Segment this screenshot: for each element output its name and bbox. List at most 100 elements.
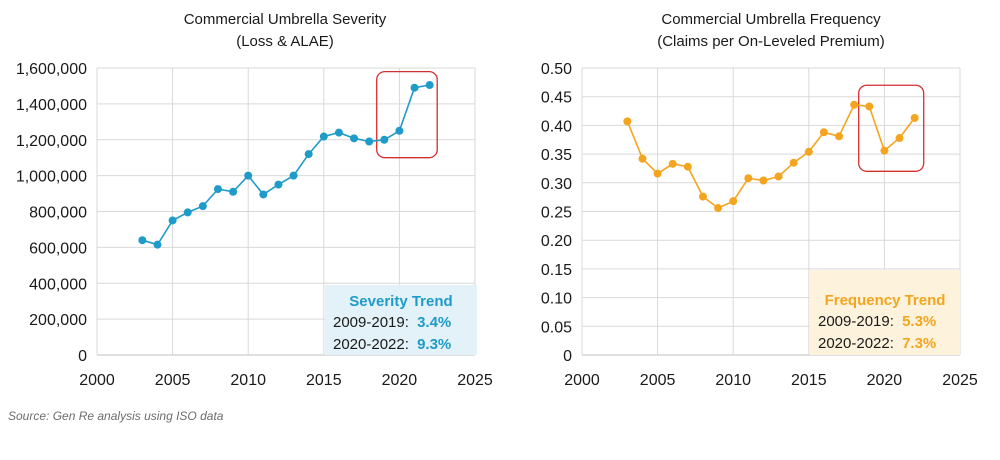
frequency-x-tick-label: 2015 <box>791 372 827 389</box>
severity-chart-subtitle: (Loss & ALAE) <box>236 33 334 50</box>
severity-x-tick-label: 2020 <box>382 372 418 389</box>
severity-data-point <box>259 190 268 199</box>
frequency-y-tick-label: 0.15 <box>541 262 572 279</box>
severity-trend-box <box>325 285 477 355</box>
severity-y-tick-label: 1,600,000 <box>16 61 87 78</box>
frequency-trend-title: Frequency Trend <box>825 292 946 309</box>
frequency-data-point <box>880 146 889 155</box>
severity-data-point <box>198 202 207 211</box>
severity-data-point <box>410 83 419 92</box>
frequency-data-point <box>759 176 768 185</box>
frequency-data-point <box>653 169 662 178</box>
frequency-x-tick-label: 2025 <box>942 372 978 389</box>
frequency-x-tick-label: 2000 <box>564 372 600 389</box>
severity-chart: Commercial Umbrella Severity (Loss & ALA… <box>16 11 493 389</box>
svg-text:2020-2022: 7.3%: 2020-2022: 7.3% <box>818 335 936 352</box>
frequency-trend-box <box>810 270 960 355</box>
severity-data-point <box>350 134 359 143</box>
frequency-data-point <box>774 172 783 181</box>
frequency-data-point <box>683 162 692 171</box>
frequency-chart-title: Commercial Umbrella Frequency <box>661 11 881 28</box>
frequency-y-tick-label: 0.45 <box>541 90 572 107</box>
frequency-y-tick-label: 0.35 <box>541 147 572 164</box>
frequency-y-tick-label: 0.10 <box>541 291 572 308</box>
frequency-data-point <box>623 117 632 126</box>
severity-data-point <box>168 216 177 225</box>
frequency-highlight-box <box>858 84 925 172</box>
source-note: Source: Gen Re analysis using ISO data <box>8 409 224 423</box>
svg-text:2009-2019: 3.4%: 2009-2019: 3.4% <box>333 314 451 331</box>
severity-trend-period-1-value: 3.4% <box>417 314 451 331</box>
severity-data-point <box>244 171 253 180</box>
frequency-data-point <box>835 132 844 141</box>
svg-text:2020-2022: 9.3%: 2020-2022: 9.3% <box>333 336 451 353</box>
severity-series-line <box>142 84 430 246</box>
frequency-data-point <box>850 100 859 109</box>
severity-y-tick-label: 200,000 <box>29 312 87 329</box>
severity-y-tick-label: 0 <box>78 348 87 365</box>
severity-y-tick-label: 1,200,000 <box>16 133 87 150</box>
frequency-trend-period-2-label: 2020-2022: <box>818 335 894 352</box>
frequency-y-tick-label: 0.20 <box>541 233 572 250</box>
frequency-y-tick-label: 0.05 <box>541 319 572 336</box>
severity-x-tick-label: 2005 <box>155 372 191 389</box>
frequency-trend-period-1-label: 2009-2019: <box>818 313 894 330</box>
severity-data-point <box>289 171 298 180</box>
severity-trend-period-2-label: 2020-2022: <box>333 336 409 353</box>
severity-data-point <box>334 128 343 137</box>
svg-text:2009-2019: 5.3%: 2009-2019: 5.3% <box>818 313 936 330</box>
severity-x-tick-label: 2025 <box>457 372 493 389</box>
frequency-data-point <box>804 147 813 156</box>
severity-y-tick-label: 1,000,000 <box>16 169 87 186</box>
severity-data-point <box>138 236 147 245</box>
severity-data-point <box>319 132 328 141</box>
frequency-data-point <box>910 113 919 122</box>
severity-highlight-box <box>376 70 438 159</box>
severity-chart-title: Commercial Umbrella Severity <box>184 11 387 28</box>
severity-trend-period-1-label: 2009-2019: <box>333 314 409 331</box>
severity-y-tick-label: 800,000 <box>29 205 87 222</box>
severity-data-point <box>274 180 283 189</box>
severity-data-point <box>183 208 192 217</box>
frequency-y-tick-label: 0.25 <box>541 205 572 222</box>
severity-y-tick-label: 400,000 <box>29 276 87 293</box>
severity-y-tick-label: 1,400,000 <box>16 97 87 114</box>
frequency-y-tick-label: 0.30 <box>541 176 572 193</box>
frequency-series-line <box>626 103 916 210</box>
frequency-y-tick-label: 0 <box>563 348 572 365</box>
frequency-data-point <box>789 158 798 167</box>
frequency-data-point <box>714 204 723 213</box>
frequency-x-tick-label: 2005 <box>640 372 676 389</box>
frequency-x-tick-label: 2020 <box>867 372 903 389</box>
severity-data-point <box>153 240 162 249</box>
severity-data-point <box>304 150 313 159</box>
frequency-trend-period-1-value: 5.3% <box>902 313 936 330</box>
frequency-data-point <box>638 154 647 163</box>
frequency-x-tick-label: 2010 <box>715 372 751 389</box>
severity-data-point <box>365 137 374 146</box>
severity-x-tick-label: 2015 <box>306 372 342 389</box>
frequency-y-tick-label: 0.40 <box>541 118 572 135</box>
frequency-y-tick-label: 0.50 <box>541 61 572 78</box>
frequency-chart: Commercial Umbrella Frequency (Claims pe… <box>541 11 978 389</box>
severity-data-point <box>425 81 434 90</box>
frequency-data-point <box>819 128 828 137</box>
severity-y-tick-label: 600,000 <box>29 240 87 257</box>
frequency-data-point <box>744 174 753 183</box>
severity-x-tick-label: 2010 <box>230 372 266 389</box>
frequency-chart-subtitle: (Claims per On-Leveled Premium) <box>657 33 885 50</box>
frequency-data-point <box>865 102 874 111</box>
severity-trend-period-2-value: 9.3% <box>417 336 451 353</box>
frequency-data-point <box>698 192 707 201</box>
severity-data-point <box>213 185 222 194</box>
severity-x-tick-label: 2000 <box>79 372 115 389</box>
frequency-data-point <box>895 134 904 143</box>
severity-data-point <box>395 126 404 135</box>
frequency-data-point <box>729 197 738 206</box>
frequency-data-point <box>668 159 677 168</box>
severity-data-point <box>229 187 238 196</box>
severity-data-point <box>380 135 389 144</box>
frequency-trend-period-2-value: 7.3% <box>902 335 936 352</box>
severity-trend-title: Severity Trend <box>349 293 452 310</box>
